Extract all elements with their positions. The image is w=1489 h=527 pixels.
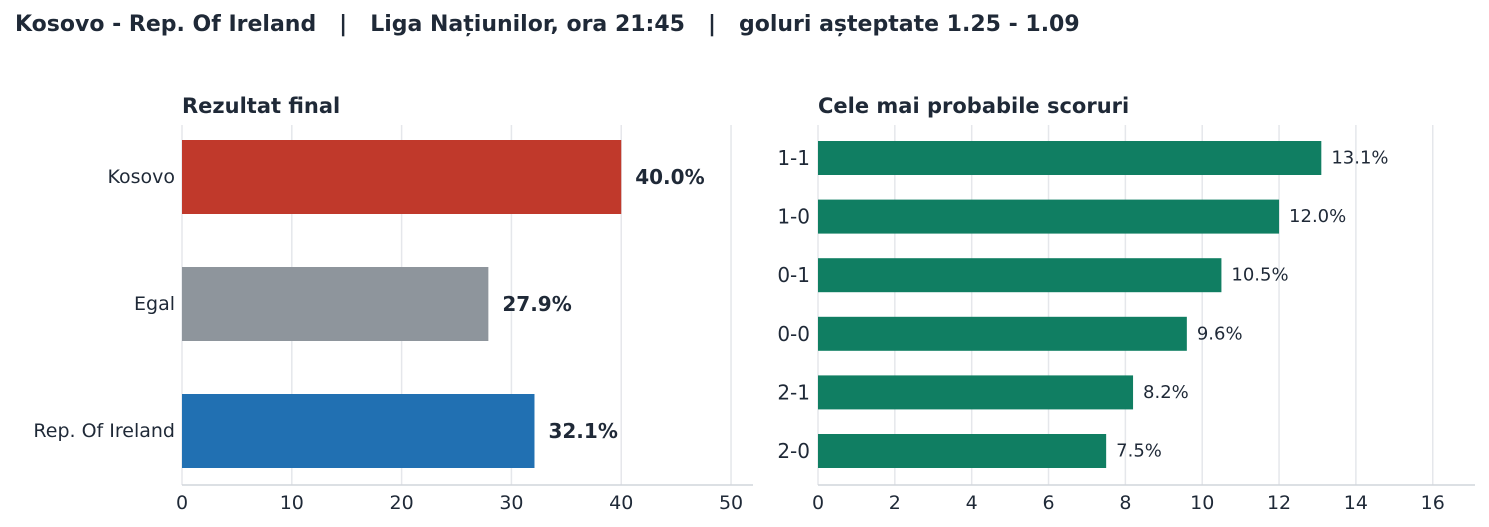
category-label: 2-0 [777, 439, 810, 463]
bar [818, 199, 1280, 234]
category-label: 1-0 [777, 205, 810, 229]
x-tick-label: 8 [1119, 492, 1131, 514]
value-label: 13.1% [1331, 148, 1388, 169]
page-title: Kosovo - Rep. Of Ireland | Liga Națiunil… [15, 12, 1080, 37]
bar [182, 267, 489, 341]
x-tick-label: 6 [1042, 492, 1054, 514]
bar [182, 140, 622, 214]
bar [818, 434, 1107, 468]
x-tick-label: 0 [812, 492, 824, 514]
x-tick-label: 40 [609, 492, 633, 514]
bar [182, 394, 535, 468]
value-label: 27.9% [502, 292, 571, 316]
x-tick-label: 10 [280, 492, 304, 514]
category-label: Egal [134, 293, 175, 315]
subplot-title: Cele mai probabile scoruri [818, 94, 1129, 118]
value-label: 40.0% [635, 165, 704, 189]
value-label: 9.6% [1197, 323, 1243, 344]
category-label: Rep. Of Ireland [33, 420, 175, 442]
bar [818, 375, 1134, 410]
value-label: 10.5% [1231, 265, 1288, 286]
bar [818, 316, 1187, 351]
x-tick-label: 16 [1421, 492, 1445, 514]
x-tick-label: 14 [1344, 492, 1368, 514]
category-label: 0-1 [777, 263, 810, 287]
value-label: 7.5% [1116, 441, 1162, 462]
category-label: 0-0 [777, 322, 810, 346]
value-label: 12.0% [1289, 206, 1346, 227]
subplot-title: Rezultat final [182, 94, 340, 118]
category-label: Kosovo [107, 166, 175, 188]
category-label: 2-1 [777, 380, 810, 404]
x-tick-label: 12 [1267, 492, 1291, 514]
x-tick-label: 10 [1190, 492, 1214, 514]
category-label: 1-1 [777, 146, 810, 170]
x-tick-label: 20 [390, 492, 414, 514]
x-tick-label: 2 [889, 492, 901, 514]
x-tick-label: 0 [176, 492, 188, 514]
value-label: 8.2% [1143, 382, 1189, 403]
x-tick-label: 50 [719, 492, 743, 514]
x-tick-label: 4 [966, 492, 978, 514]
bar [818, 141, 1322, 175]
x-tick-label: 30 [499, 492, 523, 514]
bar [818, 258, 1222, 293]
value-label: 32.1% [548, 419, 617, 443]
